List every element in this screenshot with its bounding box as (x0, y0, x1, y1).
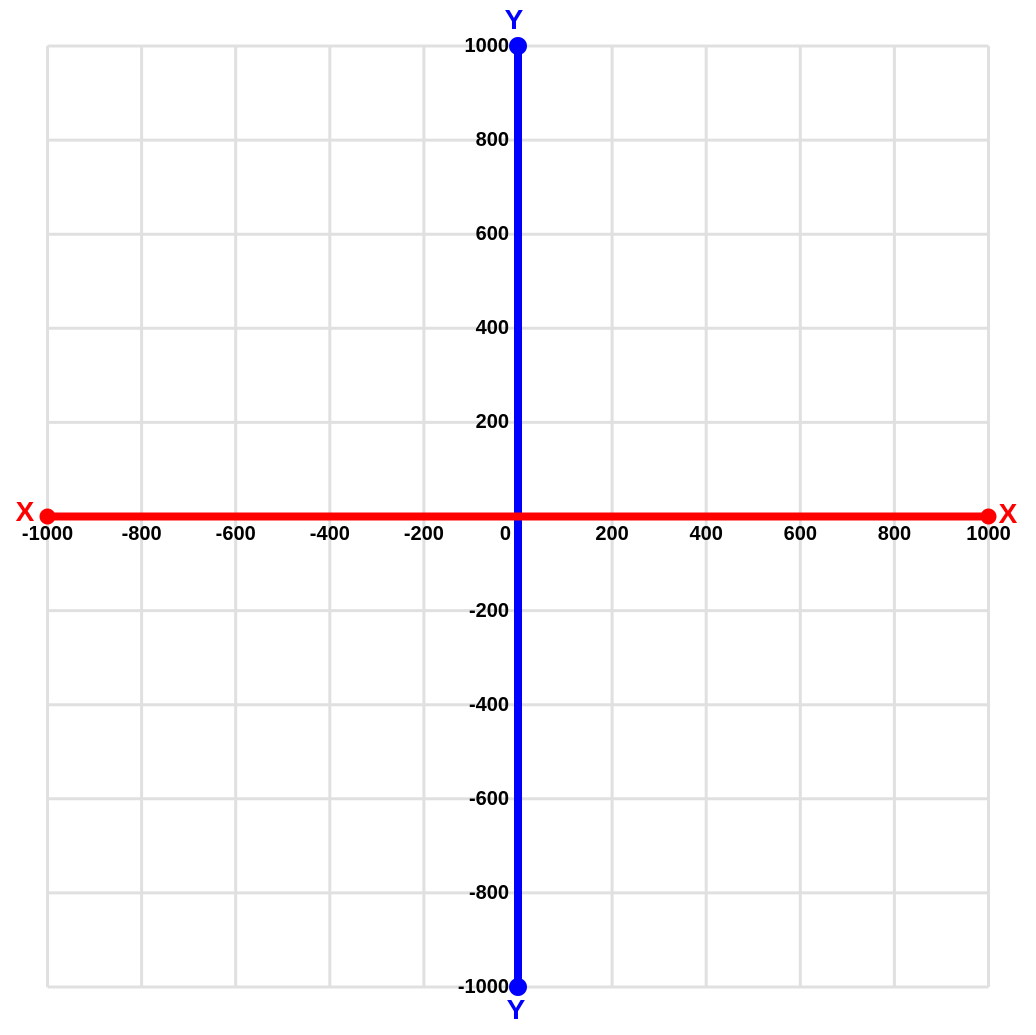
x-axis-tick-label: -600 (215, 523, 256, 545)
x-axis-label-right: X (998, 498, 1018, 529)
y-axis-tick-label: 1000 (464, 35, 510, 57)
x-axis-tick-label: 800 (877, 523, 912, 545)
y-axis-label-bottom: Y (506, 994, 526, 1025)
x-axis-tick-label: -400 (309, 523, 350, 545)
x-axis-tick-label: 0 (499, 523, 511, 545)
y-axis-tick-label: 800 (475, 129, 509, 152)
x-axis-label-left: X (15, 496, 35, 527)
x-axis-tick-label: -1000 (21, 523, 74, 545)
y-axis-tick-label: -1000 (457, 976, 509, 998)
x-axis-tick-label: 600 (783, 523, 817, 545)
y-axis-tick-label: -400 (468, 693, 509, 716)
y-axis-tick-label: 200 (475, 411, 509, 434)
x-axis-endpoint-dot (980, 508, 997, 525)
x-axis-tick-label: 1000 (966, 523, 1011, 545)
y-axis-endpoint-dot (509, 37, 527, 55)
x-axis-endpoint-dot (39, 508, 56, 525)
y-axis-endpoint-dot (509, 978, 527, 996)
x-axis-tick-label: -200 (403, 523, 444, 545)
x-axis-tick-label: 200 (595, 523, 629, 545)
y-axis-tick-label: -600 (468, 787, 509, 810)
x-axis-tick-label: -800 (121, 523, 162, 545)
y-axis-tick-label: 600 (475, 223, 509, 246)
y-axis-label-top: Y (504, 4, 524, 35)
x-axis-tick-label: 400 (689, 523, 723, 545)
y-axis-tick-label: -200 (468, 599, 509, 622)
y-axis-tick-label: 400 (475, 317, 509, 340)
y-axis-tick-label: -800 (468, 881, 509, 904)
